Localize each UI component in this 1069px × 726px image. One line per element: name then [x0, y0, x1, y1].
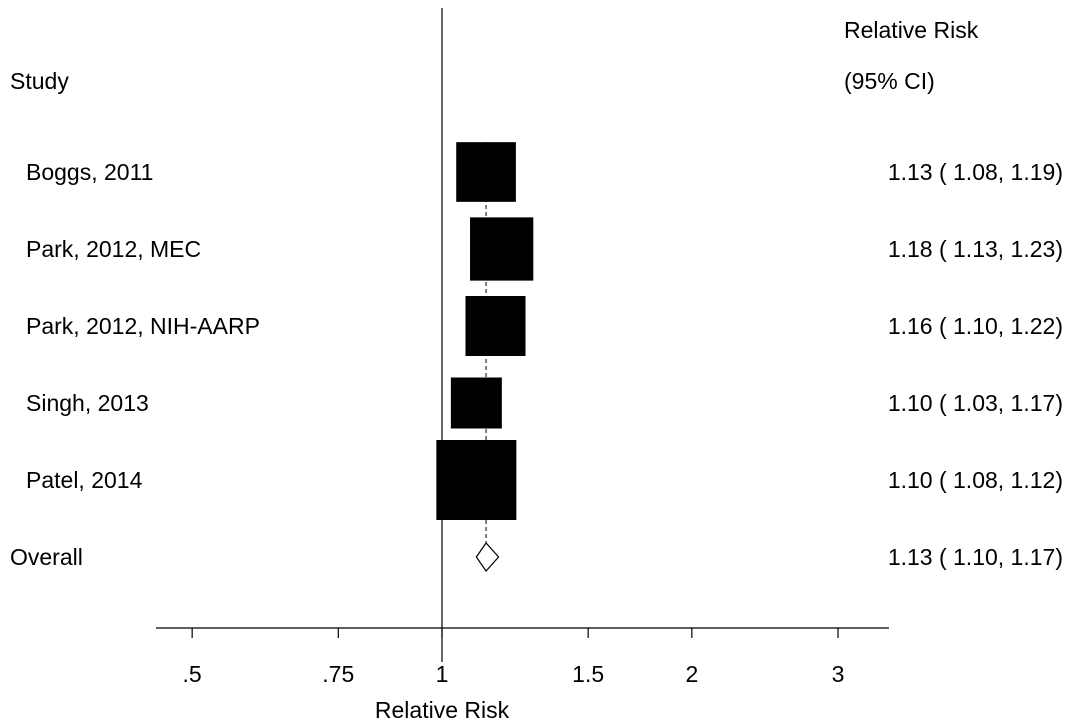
x-tick-label: 3 [832, 661, 845, 687]
study-label: Singh, 2013 [26, 390, 149, 416]
estimate-column-header-line2: (95% CI) [844, 68, 935, 94]
x-tick-label: 2 [685, 661, 698, 687]
x-axis-label: Relative Risk [375, 697, 510, 723]
study-ci-text: 1.16 ( 1.10, 1.22) [888, 313, 1063, 339]
x-tick-label: 1.5 [572, 661, 604, 687]
study-ci-text: 1.10 ( 1.08, 1.12) [888, 467, 1063, 493]
x-axis-ticks: .5 .75 1 1.5 2 3 [183, 628, 845, 687]
x-tick-label: .75 [322, 661, 354, 687]
overall-label: Overall [10, 544, 83, 570]
study-column-header: Study [10, 68, 69, 94]
study-ci-text: 1.13 ( 1.08, 1.19) [888, 159, 1063, 185]
overall-ci-text: 1.13 ( 1.10, 1.17) [888, 544, 1063, 570]
overall-row: Overall 1.13 ( 1.10, 1.17) [10, 542, 1063, 572]
estimate-column-header-line1: Relative Risk [844, 17, 979, 43]
study-label: Park, 2012, MEC [26, 236, 201, 262]
study-label: Patel, 2014 [26, 467, 143, 493]
x-tick-label: 1 [436, 661, 449, 687]
overall-diamond [475, 542, 500, 572]
study-ci-text: 1.18 ( 1.13, 1.23) [888, 236, 1063, 262]
study-label: Park, 2012, NIH-AARP [26, 313, 260, 339]
study-rows: Boggs, 2011 1.13 ( 1.08, 1.19) Park, 2012,… [26, 142, 1063, 557]
study-label: Boggs, 2011 [26, 159, 153, 185]
x-tick-label: .5 [183, 661, 202, 687]
study-ci-text: 1.10 ( 1.03, 1.17) [888, 390, 1063, 416]
